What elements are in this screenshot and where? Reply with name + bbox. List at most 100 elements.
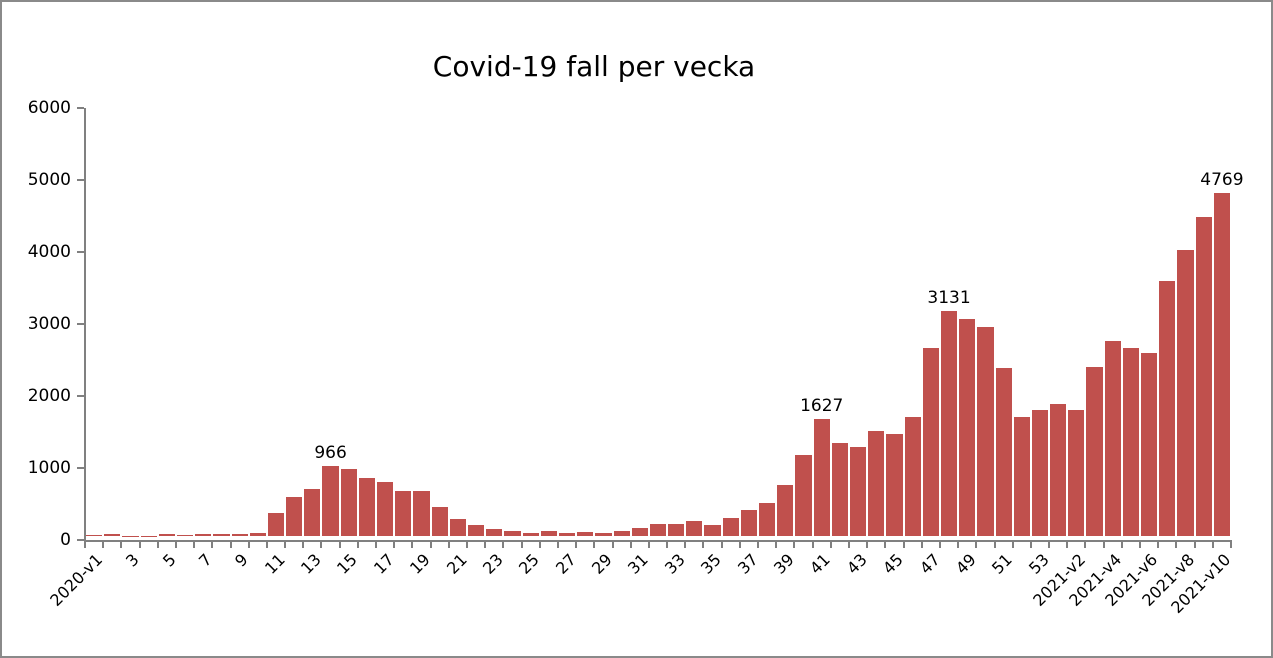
data-label: 4769 [1200, 169, 1244, 190]
bar-week-2020-v27 [558, 532, 576, 536]
x-axis-line [84, 540, 1232, 542]
bar-week-2021-v6 [1141, 352, 1158, 536]
bar-week-2020-v21 [449, 519, 466, 536]
bar-week-2020-v28 [577, 532, 594, 536]
x-axis-tick [302, 542, 305, 548]
x-axis-tick-label: 19 [406, 550, 434, 578]
bar-week-2020-v44 [868, 430, 885, 536]
x-axis-tick [1048, 542, 1051, 548]
bar-week-2020-v5 [158, 533, 175, 536]
bar-week-2020-v33 [668, 523, 685, 536]
bar-week-2020-v34 [686, 521, 703, 536]
y-axis-tick-label: 5000 [27, 170, 71, 190]
data-label: 966 [314, 443, 347, 464]
x-axis-tick [138, 542, 141, 548]
x-axis-tick [793, 542, 796, 548]
bar-week-2021-v9 [1195, 217, 1212, 536]
x-axis-tick-label: 35 [697, 550, 726, 578]
x-axis-tick-label: 11 [260, 550, 289, 578]
x-axis-tick [629, 542, 632, 548]
x-axis-tick [447, 542, 450, 548]
x-axis-tick [156, 542, 159, 548]
bar-week-2020-v39 [777, 484, 794, 536]
x-axis-tick [411, 542, 414, 548]
x-axis-tick [84, 542, 86, 548]
x-axis-tick [848, 542, 850, 548]
x-axis-tick [1230, 542, 1232, 548]
bar-week-2020-v26 [540, 530, 557, 536]
x-axis-tick [1084, 542, 1087, 548]
x-axis-tick-label: 41 [806, 550, 835, 578]
bar-week-2020-v45 [886, 433, 903, 536]
bar-week-2020-v30 [613, 530, 630, 536]
bar-week-2020-v38 [759, 502, 776, 536]
x-axis-tick [247, 542, 250, 548]
x-axis-tick [265, 542, 268, 548]
y-axis-tick-label: 2000 [27, 386, 71, 406]
bar-week-2020-v2 [104, 534, 121, 536]
bar-week-2020-v29 [595, 532, 612, 536]
x-axis-tick [174, 542, 177, 548]
x-axis-tick [702, 542, 705, 548]
x-axis-tick [666, 542, 669, 548]
x-axis-tick [1102, 542, 1105, 548]
x-axis-tick [502, 542, 505, 548]
bar-week-2020-v47 [922, 348, 939, 536]
x-axis-tick-label: 23 [478, 550, 507, 578]
bar-week-2020-v20 [431, 507, 448, 536]
x-axis-tick [556, 542, 559, 548]
bar-week-2020-v1 [86, 535, 103, 536]
bar-week-2021-v7 [1159, 281, 1176, 536]
x-axis-tick-label: 2020-v1 [46, 550, 107, 610]
bar-week-2020-v43 [850, 446, 867, 536]
x-axis-tick [193, 542, 196, 548]
x-axis-tick [375, 542, 378, 548]
bar-week-2020-v37 [740, 510, 758, 536]
x-axis-tick-label: 39 [769, 550, 798, 578]
y-axis-tick-label: 0 [60, 530, 71, 550]
x-axis-tick-label: 37 [733, 550, 762, 578]
x-axis-tick-label: 3 [122, 550, 143, 571]
bar-week-2021-v2 [1068, 410, 1085, 536]
bar-week-2020-v53 [1031, 410, 1049, 536]
x-axis-tick [284, 542, 287, 548]
x-axis-tick [757, 542, 760, 548]
x-axis-tick [775, 542, 778, 548]
x-axis-tick-label: 25 [515, 550, 544, 578]
x-axis-tick-label: 43 [842, 550, 871, 578]
bar-week-2020-v36 [722, 517, 739, 536]
bar-week-2020-v9 [231, 534, 248, 536]
x-axis-tick [593, 542, 596, 548]
bar-week-2020-v23 [486, 528, 503, 536]
x-axis-tick [211, 542, 214, 548]
x-axis-tick-label: 21 [442, 550, 471, 578]
y-axis-tick-label: 3000 [27, 314, 71, 334]
x-axis-tick-label: 29 [588, 550, 616, 578]
bar-week-2020-v10 [249, 532, 266, 536]
x-axis-tick [393, 542, 396, 548]
x-axis-tick-label: 17 [369, 550, 398, 578]
x-axis-tick-label: 51 [988, 550, 1017, 578]
y-axis-tick [77, 323, 84, 325]
data-label: 1627 [800, 395, 844, 416]
x-axis-tick [520, 542, 523, 548]
y-axis-tick [77, 395, 84, 397]
bar-week-2021-v1 [1050, 403, 1067, 536]
bar-week-2021-v3 [1086, 366, 1103, 536]
x-axis-tick [957, 542, 960, 548]
chart-title: Covid-19 fall per vecka [432, 50, 756, 83]
x-axis-tick [1139, 542, 1142, 548]
bar-week-2020-v35 [704, 524, 721, 536]
x-axis-tick [884, 542, 887, 548]
x-axis-tick-label: 53 [1024, 550, 1053, 578]
x-axis-tick [720, 542, 723, 548]
bar-week-2020-v12 [286, 496, 303, 536]
bar-week-2020-v7 [195, 533, 212, 536]
x-axis-tick [1120, 542, 1123, 548]
x-axis-tick-label: 9 [231, 550, 253, 571]
x-axis-tick-label: 13 [296, 550, 325, 578]
y-axis-tick [77, 251, 84, 253]
bar-week-2020-v41 [813, 418, 830, 536]
bar-week-2020-v25 [522, 532, 539, 536]
x-axis-tick-label: 45 [879, 550, 907, 578]
